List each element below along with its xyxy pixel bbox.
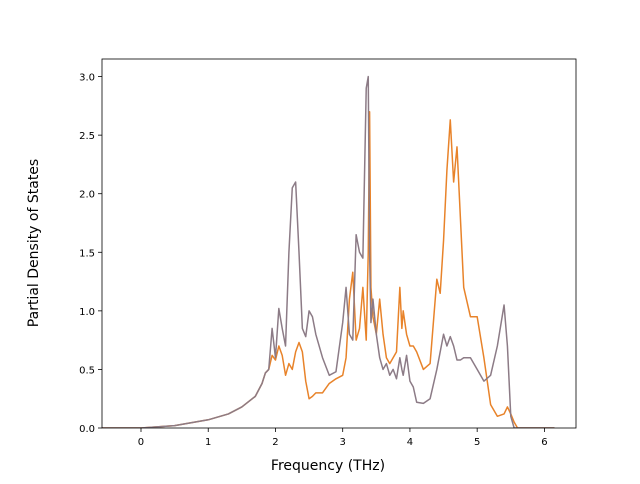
y-tick-label: 1.5 <box>79 248 95 259</box>
x-tick-label: 4 <box>407 437 413 448</box>
y-tick-label: 3.0 <box>79 73 95 84</box>
y-axis-label: Partial Density of States <box>26 159 42 327</box>
y-tick-label: 2.5 <box>79 131 95 142</box>
x-tick-label: 6 <box>541 437 547 448</box>
x-tick-label: 0 <box>138 437 144 448</box>
x-tick-label: 1 <box>205 437 211 448</box>
y-tick-label: 1.0 <box>79 307 95 318</box>
plot-frame <box>101 58 577 429</box>
x-tick-label: 5 <box>474 437 480 448</box>
y-tick-label: 2.0 <box>79 190 95 201</box>
x-tick-label: 2 <box>272 437 278 448</box>
x-tick-label: 3 <box>340 437 346 448</box>
x-axis-label: Frequency (THz) <box>271 458 385 474</box>
y-tick-label: 0.5 <box>79 365 95 376</box>
y-tick-label: 0.0 <box>79 424 95 435</box>
series-line <box>102 110 555 428</box>
series-line <box>102 75 555 428</box>
